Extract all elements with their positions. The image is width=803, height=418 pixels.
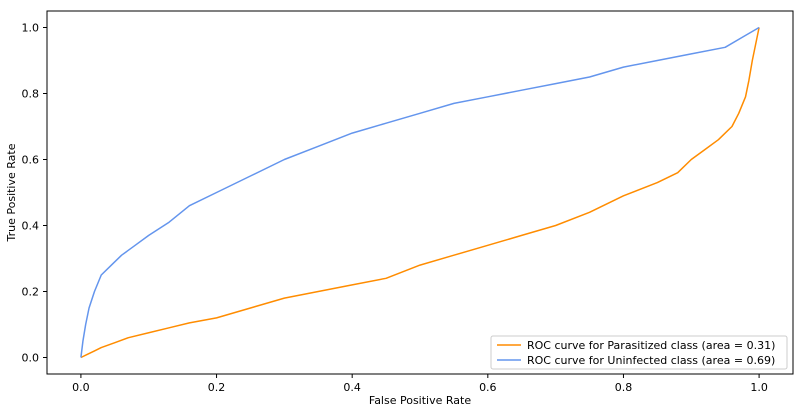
y-axis-label: True Positive Rate — [5, 143, 18, 242]
x-axis-label: False Positive Rate — [369, 394, 471, 407]
y-tick-label: 0.6 — [22, 154, 40, 167]
legend-label-parasitized: ROC curve for Parasitized class (area = … — [527, 339, 775, 352]
ticks-layer: 0.0 0.2 0.4 0.6 0.8 1.0 0.0 0.2 0.4 0.6 0.8 1.0 — [22, 22, 768, 395]
roc-line-uninfected — [80, 26, 760, 358]
y-tick-label: 0.0 — [22, 352, 40, 365]
x-tick-label: 0.2 — [208, 381, 226, 394]
x-tick-label: 0.8 — [615, 381, 633, 394]
legend: ROC curve for Parasitized class (area = … — [490, 335, 788, 370]
series-layer — [80, 26, 760, 359]
x-tick-label: 0.4 — [343, 381, 361, 394]
legend-box — [490, 335, 788, 370]
y-tick-label: 0.4 — [22, 220, 40, 233]
x-tick-label: 0.6 — [479, 381, 497, 394]
y-tick-label: 0.2 — [22, 286, 40, 299]
x-tick-label: 0.0 — [72, 381, 90, 394]
roc-line-parasitized — [80, 27, 760, 359]
legend-label-uninfected: ROC curve for Uninfected class (area = 0… — [527, 354, 775, 367]
x-tick-label: 1.0 — [750, 381, 768, 394]
y-tick-label: 0.8 — [22, 88, 40, 101]
y-tick-label: 1.0 — [22, 22, 40, 35]
plot-area-frame — [46, 10, 794, 375]
